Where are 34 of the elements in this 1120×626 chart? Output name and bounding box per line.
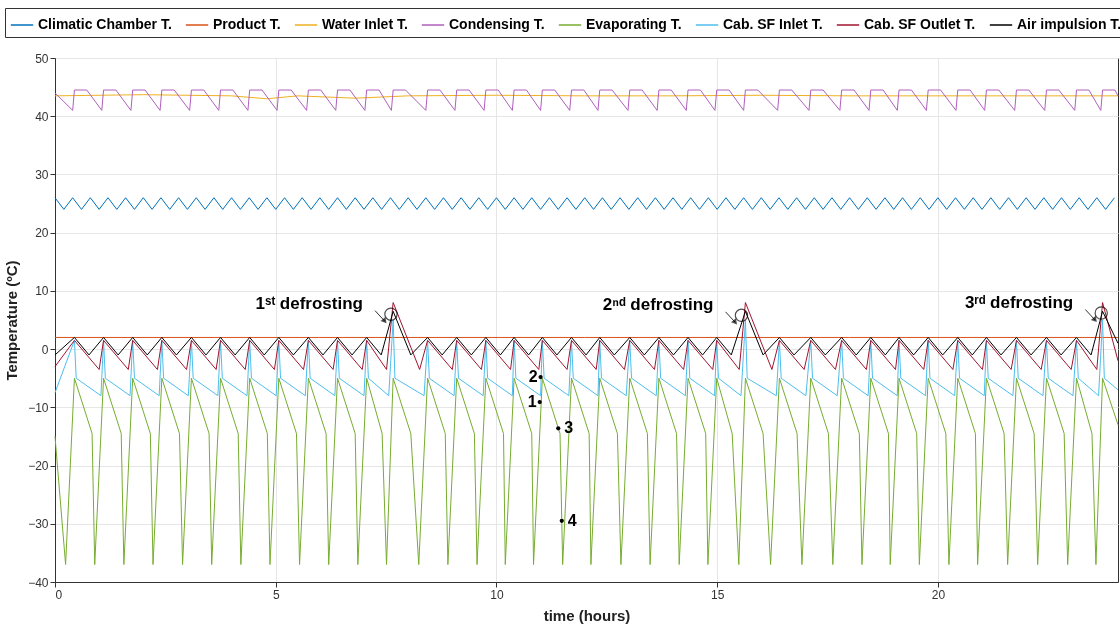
annotation: 2ⁿᵈ defrosting (602, 295, 714, 315)
x-tick-label: 10 (490, 587, 504, 602)
y-tick-label: 40 (35, 109, 49, 124)
y-axis-title: Temperature (ºC) (3, 260, 21, 381)
y-tick-label: −20 (28, 459, 49, 474)
x-tick-label: 15 (710, 587, 725, 602)
annotation: 2 (528, 368, 538, 386)
legend-label: Air impulsion T. (1017, 16, 1120, 32)
y-tick-label: −30 (28, 517, 49, 532)
legend-label: Evaporating T. (586, 16, 682, 32)
x-tick-label: 0 (55, 587, 63, 602)
annotation: 3ʳᵈ defrosting (965, 293, 1074, 313)
x-axis-title: time (hours) (543, 606, 631, 624)
line-series (54, 319, 1119, 397)
legend-label: Cab. SF Outlet T. (864, 16, 976, 32)
x-tick-label: 20 (931, 587, 946, 602)
y-tick-label: 30 (35, 167, 49, 182)
y-tick-label: 50 (35, 51, 49, 66)
annotation: 1 (527, 393, 537, 411)
y-tick-label: −10 (28, 400, 49, 415)
legend-label: Product T. (213, 16, 281, 32)
y-tick-label: 20 (35, 226, 49, 241)
annotation: 4 (567, 511, 577, 529)
line-series (54, 89, 1119, 111)
legend-label: Water Inlet T. (322, 16, 408, 32)
legend-label: Condensing T. (449, 16, 545, 32)
x-tick-label: 5 (272, 587, 280, 602)
y-tick-label: 10 (35, 284, 49, 299)
legend-label: Climatic Chamber T. (38, 16, 172, 32)
annotation: 3 (564, 419, 574, 437)
legend-label: Cab. SF Inlet T. (723, 16, 823, 32)
annotation: 1ˢᵗ defrosting (255, 294, 363, 314)
y-tick-label: 0 (41, 342, 49, 357)
y-tick-label: −40 (28, 575, 49, 590)
